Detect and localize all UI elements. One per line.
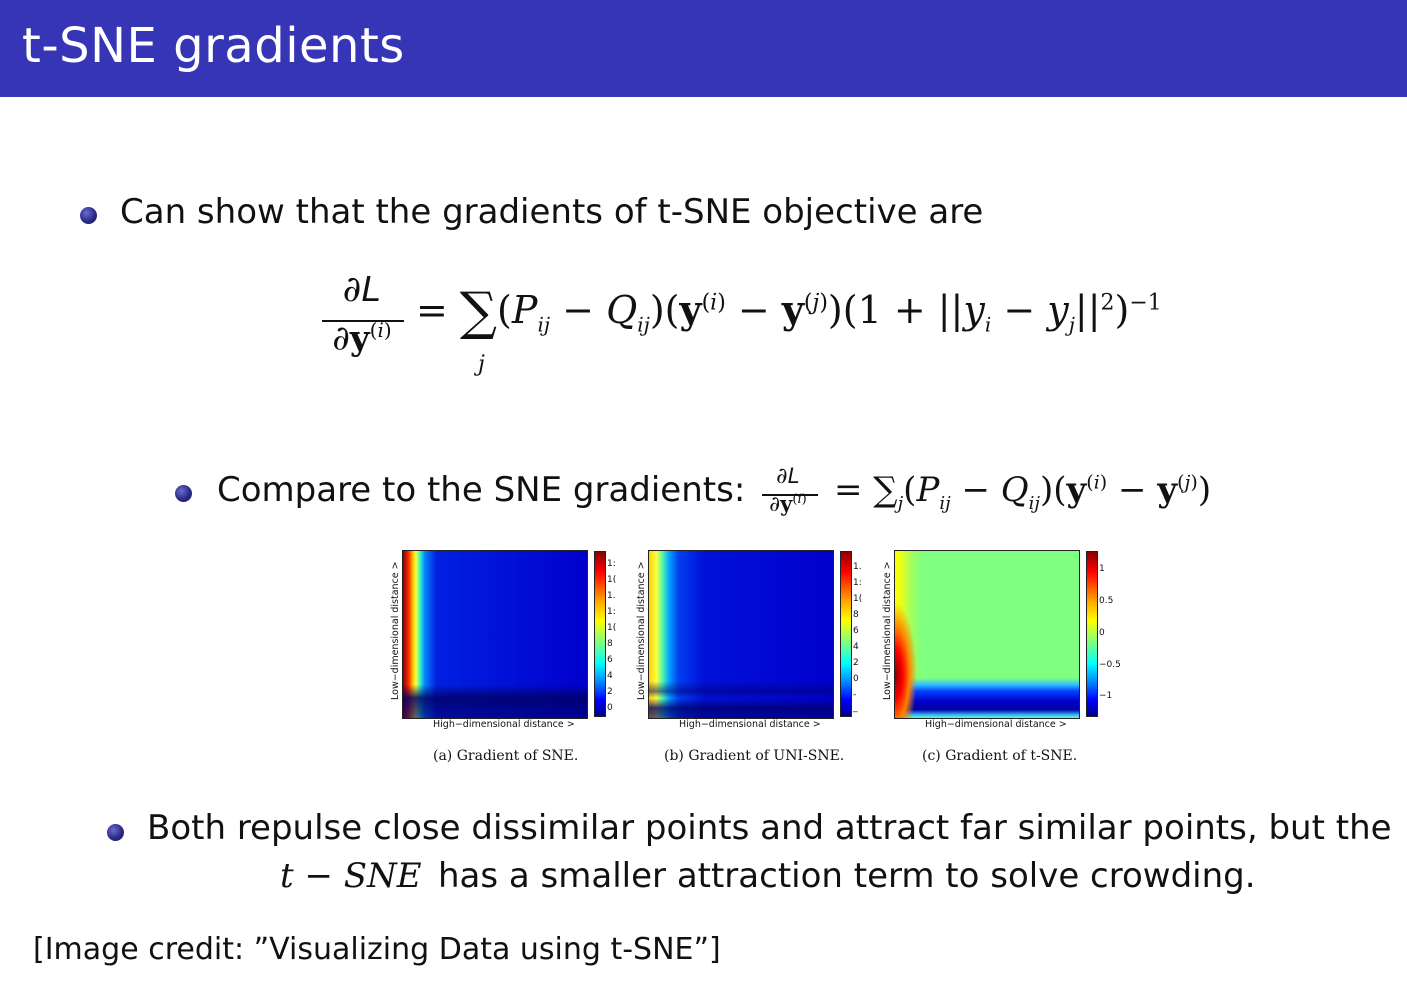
colorbar-tick: 1. [607,591,616,601]
colorbar [840,551,852,717]
x-axis-label: High−dimensional distance > [433,719,575,730]
fraction-bar [322,320,404,322]
colorbar-tick: 1: [853,578,862,588]
colorbar [1086,551,1098,717]
tsne-fraction: ∂L ∂y(i) [318,268,406,358]
colorbar-tick: 2 [853,658,859,668]
colorbar [594,551,606,717]
sum-index-j: j [478,352,485,377]
x-axis-label: High−dimensional distance > [925,719,1067,730]
colorbar-tick: 0 [853,674,859,684]
tsne-rhs: = ∑(Pij − Qij)(y(i) − y(j))(1 + ||yi − y… [416,282,1162,342]
colorbar-tick: 6 [607,655,613,665]
bullet-text-3-math: t − SNE [280,856,422,896]
colorbar-tick: 2 [607,687,613,697]
y-axis-label: Low−dimensional distance > [882,561,893,700]
y-axis-label: Low−dimensional distance > [636,561,647,700]
sne-fraction: ∂L ∂y(i) [756,463,820,516]
colorbar-tick: - [853,690,857,700]
colorbar-tick: 8 [607,639,613,649]
colorbar-tick: −1 [1099,691,1113,701]
tsne-numerator: ∂L [342,268,382,310]
heatmap-uni-sne [648,550,834,719]
bullet-text-3-line-2: has a smaller attraction term to solve c… [438,856,1256,896]
colorbar-tick: 1( [853,594,863,604]
heatmap-tsne [894,550,1080,719]
sne-numerator: ∂L [776,463,800,489]
colorbar-tick: −0.5 [1099,660,1121,670]
colorbar-tick: 1: [607,559,616,569]
colorbar-tick: 0 [607,703,613,713]
colorbar-tick: 1( [607,575,617,585]
heatmap-sne [402,550,588,719]
bullet-point-2 [175,485,192,502]
y-axis-label: Low−dimensional distance > [390,561,401,700]
bullet-text-2: Compare to the SNE gradients: [217,470,746,510]
figure-caption: (c) Gradient of t-SNE. [922,748,1078,764]
sne-fraction-bar [762,494,818,496]
slide-title: t-SNE gradients [22,18,405,74]
colorbar-tick: _ [853,703,858,713]
colorbar-tick: 1: [607,607,616,617]
title-bar: t-SNE gradients [0,0,1407,97]
colorbar-tick: 1( [607,623,617,633]
bullet-text-3-line-1: Both repulse close dissimilar points and… [147,808,1392,848]
bullet-point-3 [107,824,124,841]
x-axis-label: High−dimensional distance > [679,719,821,730]
bullet-text-1: Can show that the gradients of t-SNE obj… [120,192,984,232]
colorbar-tick: 0.5 [1099,596,1114,606]
colorbar-tick: 8 [853,610,859,620]
sne-denominator: ∂y(i) [769,491,807,516]
sne-rhs: = ∑j(Pij − Qij)(y(i) − y(j)) [834,470,1212,514]
colorbar-tick: 0 [1099,628,1105,638]
colorbar-tick: 4 [853,642,859,652]
figure-caption: (a) Gradient of SNE. [433,748,579,764]
bullet-point-1 [80,207,97,224]
tsne-denominator: ∂y(i) [332,318,392,359]
colorbar-tick: 1 [1099,564,1105,574]
colorbar-tick: 1. [853,562,862,572]
figure-caption: (b) Gradient of UNI-SNE. [664,748,845,764]
image-credit: [Image credit: ”Visualizing Data using t… [33,932,721,967]
colorbar-tick: 6 [853,626,859,636]
colorbar-tick: 4 [607,671,613,681]
